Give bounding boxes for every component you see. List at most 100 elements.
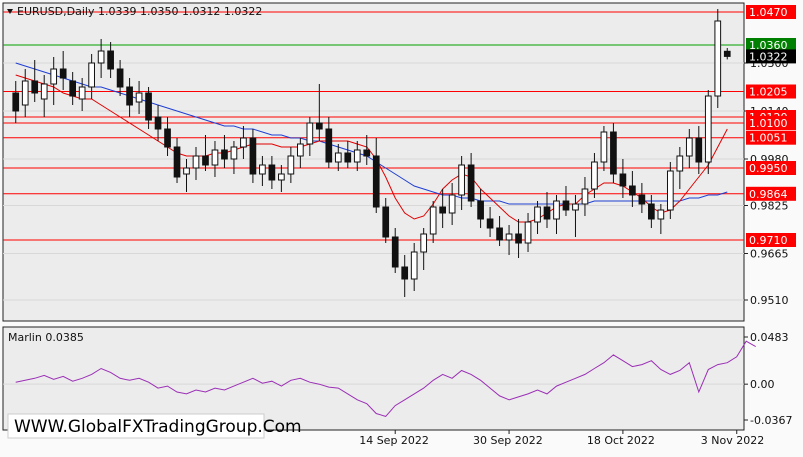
candle-body: [145, 92, 152, 121]
candle-body: [135, 92, 143, 103]
watermark-text: WWW.GlobalFXTradingGroup.Com: [14, 417, 302, 437]
candle-body: [685, 137, 693, 157]
candle-body: [467, 164, 475, 202]
candle-body: [12, 92, 20, 112]
candle: [97, 39, 105, 78]
candle-body: [401, 266, 409, 280]
watermark-box: [7, 413, 265, 439]
candle: [572, 195, 579, 237]
x-tick-label: 3 Nov 2022: [701, 434, 764, 447]
y-tick-label: 0.9510: [750, 294, 789, 307]
candle: [695, 126, 703, 174]
chart-title: EURUSD,Daily 1.0339 1.0350 1.0312 1.0322: [17, 5, 262, 18]
candle-body: [391, 236, 399, 268]
candle: [240, 126, 247, 159]
candle: [591, 153, 598, 198]
candle: [638, 183, 646, 213]
level-label: 0.9710: [749, 234, 788, 247]
candle: [59, 51, 67, 90]
candle: [629, 171, 636, 207]
candle: [183, 159, 190, 192]
level-label: 0.9950: [749, 162, 788, 175]
candle: [553, 195, 560, 234]
candle-body: [40, 83, 48, 100]
candle-body: [448, 194, 456, 214]
candle: [154, 105, 162, 141]
candle: [657, 204, 665, 234]
candle-body: [69, 80, 77, 97]
candle-body: [657, 209, 665, 220]
candle: [496, 216, 503, 246]
candle-body: [325, 128, 333, 163]
candle: [50, 57, 58, 105]
candle: [297, 138, 304, 168]
candle-body: [88, 62, 95, 88]
candle-body: [306, 122, 314, 145]
level-label: 1.0360: [749, 39, 788, 52]
candle: [116, 60, 124, 96]
candle-body: [363, 149, 371, 157]
level-label-box: [746, 233, 796, 247]
candle-body: [287, 155, 295, 175]
candle-body: [676, 155, 684, 172]
candle: [685, 129, 693, 168]
candle: [192, 147, 200, 180]
level-label: 1.0205: [749, 86, 788, 99]
candle-body: [164, 128, 171, 148]
candle: [486, 207, 494, 237]
oscillator-title: Marlin 0.0385: [8, 331, 84, 344]
candle-body: [249, 137, 257, 175]
candle: [211, 141, 219, 177]
chart-header: EURUSD,Daily 1.0339 1.0350 1.0312 1.0322: [7, 5, 262, 18]
oscillator-line: [15, 340, 756, 417]
candle: [515, 219, 522, 258]
candle-body: [183, 167, 190, 175]
candle: [676, 147, 684, 189]
candle: [21, 69, 29, 117]
oscillator-panel: [2, 326, 745, 431]
candle: [429, 201, 437, 243]
level-label-box: [746, 186, 796, 201]
candle-body: [21, 80, 29, 106]
candle-body: [116, 68, 124, 88]
candle: [353, 141, 361, 171]
candle: [581, 177, 589, 216]
level-label: 1.0051: [749, 132, 788, 145]
candle-body: [334, 152, 342, 163]
candle-body: [458, 164, 465, 196]
candle: [107, 42, 114, 78]
candle: [315, 84, 323, 141]
candle: [230, 141, 238, 174]
osc-tick-label: -0.0367: [750, 414, 792, 427]
candle-body: [221, 149, 228, 160]
candle: [524, 213, 532, 252]
candle: [334, 144, 342, 171]
candle: [391, 228, 399, 273]
candle-body: [107, 50, 114, 70]
candle-body: [629, 185, 636, 196]
candle-body: [97, 50, 105, 64]
candle: [410, 243, 418, 291]
candle-body: [211, 149, 219, 166]
candle-body: [695, 137, 703, 163]
candle-body: [486, 218, 494, 229]
candle: [562, 186, 570, 216]
candle: [287, 147, 295, 183]
candle: [278, 165, 285, 192]
candle: [401, 255, 409, 297]
candle-body: [553, 200, 560, 220]
horizontal-levels: [3, 11, 744, 241]
candle: [543, 192, 551, 228]
y-tick-label: 0.9825: [750, 200, 789, 213]
candle-body: [619, 173, 627, 187]
candle: [704, 90, 712, 174]
candle: [439, 189, 446, 228]
candle: [467, 153, 475, 207]
oscillator: [3, 340, 756, 417]
candle: [221, 135, 228, 168]
candle-body: [315, 122, 323, 130]
candle: [12, 81, 20, 123]
candle-body: [259, 164, 266, 175]
candle-body: [410, 251, 418, 280]
candle: [173, 138, 181, 183]
